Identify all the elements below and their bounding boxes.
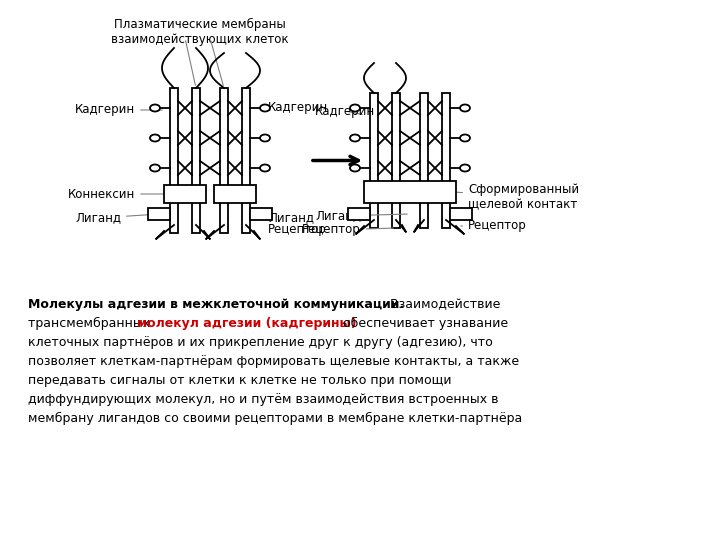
Bar (170, 88, 178, 233)
Text: Лиганд: Лиганд (75, 212, 157, 225)
Text: позволяет клеткам-партнёрам формировать щелевые контакты, а также: позволяет клеткам-партнёрам формировать … (28, 355, 519, 368)
Bar (148, 208, 170, 220)
Bar (364, 181, 456, 203)
Text: Кадгерин: Кадгерин (315, 105, 375, 118)
Bar (442, 93, 450, 228)
Text: Рецептор: Рецептор (461, 219, 527, 233)
Text: Лиганд: Лиганд (315, 210, 408, 222)
Text: Сформированный
щелевой контакт: Сформированный щелевой контакт (456, 183, 579, 211)
Ellipse shape (260, 134, 270, 141)
Ellipse shape (460, 134, 470, 141)
Ellipse shape (350, 134, 360, 141)
Ellipse shape (350, 165, 360, 172)
Text: мембрану лигандов со своими рецепторами в мембране клетки-партнёра: мембрану лигандов со своими рецепторами … (28, 412, 522, 425)
Bar (214, 185, 256, 203)
Ellipse shape (150, 165, 160, 172)
Text: Молекулы адгезии в межклеточной коммуникации.: Молекулы адгезии в межклеточной коммуник… (28, 298, 404, 311)
Text: Коннексин: Коннексин (68, 187, 163, 200)
Bar (164, 185, 206, 203)
Text: обеспечивает узнавание: обеспечивает узнавание (339, 317, 508, 330)
Ellipse shape (260, 105, 270, 111)
Text: трансмембранных: трансмембранных (28, 317, 154, 330)
Text: Лиганд: Лиганд (268, 212, 314, 225)
Bar (348, 208, 370, 220)
Ellipse shape (460, 105, 470, 111)
Text: Рецептор: Рецептор (268, 224, 327, 237)
Text: диффундирующих молекул, но и путём взаимодействия встроенных в: диффундирующих молекул, но и путём взаим… (28, 393, 498, 406)
Ellipse shape (150, 105, 160, 111)
Bar (420, 93, 428, 228)
Bar (242, 88, 250, 233)
Text: Кадгерин: Кадгерин (75, 104, 162, 117)
Ellipse shape (350, 105, 360, 111)
Bar (250, 208, 272, 220)
Ellipse shape (150, 134, 160, 141)
Bar (192, 88, 200, 233)
Bar (220, 88, 228, 233)
Text: Рецептор: Рецептор (302, 224, 393, 237)
Text: Кадгерин: Кадгерин (268, 102, 328, 114)
Bar (450, 208, 472, 220)
Text: Взаимодействие: Взаимодействие (386, 298, 500, 311)
Bar (392, 93, 400, 228)
Text: передавать сигналы от клетки к клетке не только при помощи: передавать сигналы от клетки к клетке не… (28, 374, 451, 387)
Text: клеточных партнёров и их прикрепление друг к другу (адгезию), что: клеточных партнёров и их прикрепление др… (28, 336, 492, 349)
Text: Плазматические мембраны
взаимодействующих клеток: Плазматические мембраны взаимодействующи… (111, 18, 289, 46)
Ellipse shape (460, 165, 470, 172)
Ellipse shape (260, 165, 270, 172)
Text: молекул адгезии (кадгерины): молекул адгезии (кадгерины) (137, 317, 356, 330)
Bar (370, 93, 378, 228)
